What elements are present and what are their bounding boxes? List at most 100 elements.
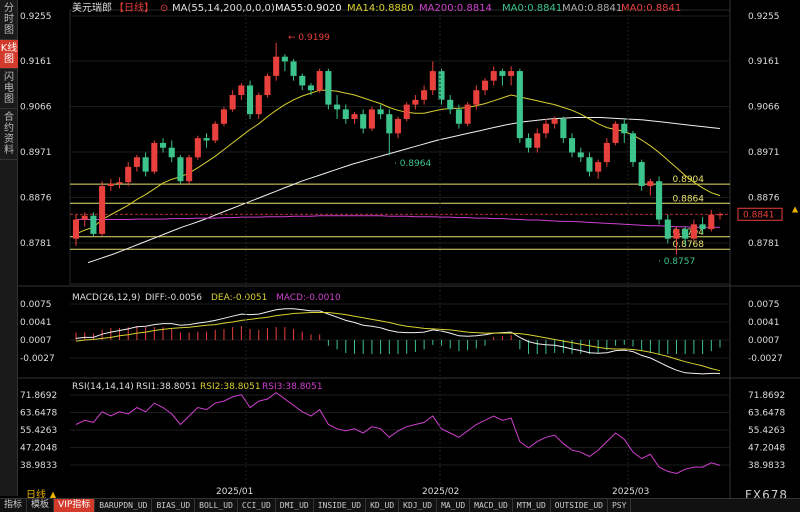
current-price-label: 0.8841 (743, 210, 775, 220)
tab-vip[interactable]: VIP指标 (54, 499, 96, 512)
candle-body (490, 71, 497, 81)
price-tick-right: 0.9161 (748, 57, 780, 67)
candle-body (290, 61, 297, 76)
period-selector[interactable]: 日线 ▲ (26, 490, 57, 501)
candle-body (377, 109, 384, 115)
level-label: 0.8794 (673, 228, 705, 238)
sidebar-item-contract[interactable]: 合约资料 (0, 109, 18, 160)
x-label-jan: 2025/01 (216, 487, 253, 497)
candle-body (186, 157, 193, 182)
ma200-value: MA200:0.8814 (419, 3, 492, 14)
price-tick-left: 0.9255 (20, 12, 52, 22)
candle-body (238, 85, 245, 96)
candle-body (151, 142, 158, 172)
candle-body (81, 215, 88, 220)
candle-body (107, 183, 114, 187)
rsi1-value: RSI1:38.8051 (136, 382, 197, 392)
price-tick-left: 0.9066 (20, 103, 52, 113)
candle-body (664, 219, 671, 239)
price-tick-left: 0.8971 (20, 148, 52, 158)
candle-body (394, 118, 402, 134)
ma55-line (87, 117, 721, 264)
macd-tick-right: 0.0041 (748, 318, 780, 328)
sidebar: 分时图 K线图 闪电图 合约资料 (0, 0, 18, 496)
tab-outside[interactable]: OUTSIDE_UD (551, 499, 608, 512)
tab-kd[interactable]: KD_UD (366, 499, 400, 512)
x-label-mar: 2025/03 (612, 487, 649, 497)
candle-body (551, 118, 558, 124)
macd-value: MACD:-0.0010 (276, 293, 341, 303)
candle-body (72, 219, 80, 239)
candle-body (455, 109, 462, 124)
candle-body (168, 147, 175, 158)
candle-body (403, 104, 410, 119)
rsi-tick-left: 55.4263 (20, 426, 57, 436)
candle-body (360, 114, 367, 129)
info-icon[interactable]: ⊙ (160, 3, 168, 14)
candle-body (560, 118, 567, 139)
tab-dmi[interactable]: DMI_UD (276, 499, 314, 512)
candle-body (577, 152, 584, 158)
candle-body (421, 90, 428, 100)
macd-tick-left: 0.0007 (20, 336, 52, 346)
macd-tick-left: -0.0027 (20, 354, 55, 364)
rsi-tick-right: 55.4263 (748, 426, 785, 436)
candle-body (99, 186, 106, 234)
candle-body (447, 99, 454, 110)
price-tick-left: 0.8876 (20, 194, 52, 204)
rsi2-value: RSI2:38.8051 (200, 382, 261, 392)
tab-kdj[interactable]: KDJ_UD (399, 499, 438, 512)
candle-body (133, 157, 140, 167)
sidebar-item-flash[interactable]: 闪电图 (0, 69, 18, 109)
current-price-arrow-icon[interactable]: ▲ (792, 204, 799, 213)
tab-macd[interactable]: MACD_UD (470, 499, 513, 512)
sidebar-item-kline[interactable]: K线图 (0, 40, 18, 69)
candle-body (281, 56, 288, 62)
candle-body (690, 224, 697, 239)
tab-psy[interactable]: PSY (608, 499, 632, 512)
period-tag: 【日线】 (114, 1, 154, 14)
ma200-line (76, 215, 720, 228)
candle-body (534, 133, 541, 148)
candle-body (595, 162, 602, 172)
price-tick-right: 0.8781 (748, 239, 780, 249)
macd-dea: DEA:-0.0051 (211, 293, 267, 303)
candle-body (247, 85, 254, 115)
price-tick-right: 0.8971 (748, 148, 780, 158)
candle-body (464, 104, 471, 124)
annotation-high: ← 0.9199 (288, 33, 330, 43)
rsi-tick-right: 47.2048 (748, 443, 785, 453)
tab-ma[interactable]: MA_UD (437, 499, 471, 512)
candle-body (429, 71, 436, 91)
tab-bias[interactable]: BIAS_UD (152, 499, 196, 512)
chart-area[interactable]: 美元瑞郎 【日线】 ⊙ MA(55,14,200,0,0,0) MA55:0.9… (18, 0, 800, 498)
tab-templates[interactable]: 模板 (27, 499, 55, 512)
candle-body (220, 109, 227, 124)
sidebar-item-timeshare[interactable]: 分时图 (0, 0, 18, 40)
candle-body (334, 104, 341, 110)
tab-barupdn[interactable]: BARUPDN_UD (95, 499, 153, 512)
rsi-tick-left: 71.8692 (20, 391, 57, 401)
level-label: 0.8904 (673, 175, 705, 185)
candle-body (499, 71, 506, 76)
tab-mtm[interactable]: MTM_UD (513, 499, 551, 512)
rsi-tick-left: 63.6478 (20, 408, 57, 418)
tab-cci[interactable]: CCI_UD (238, 499, 276, 512)
candle-body (142, 157, 149, 172)
macd-tick-left: 0.0041 (20, 318, 52, 328)
candle-body (125, 166, 132, 183)
ma55-value: MA55:0.9020 (275, 3, 342, 14)
candle-body (586, 157, 593, 172)
symbol-name: 美元瑞郎 (72, 1, 112, 14)
price-tick-left: 0.9161 (20, 57, 52, 67)
candle-body (351, 114, 358, 119)
candle-body (516, 71, 523, 139)
candle-body (299, 75, 306, 86)
tab-boll[interactable]: BOLL_UD (195, 499, 238, 512)
candle-body (307, 85, 315, 91)
ma-params: MA(55,14,200,0,0,0) (172, 3, 275, 14)
tab-inside[interactable]: INSIDE_UD (314, 499, 367, 512)
tab-indicators[interactable]: 指标 (0, 499, 28, 512)
candle-body (542, 123, 549, 134)
macd-tick-right: -0.0027 (748, 354, 783, 364)
